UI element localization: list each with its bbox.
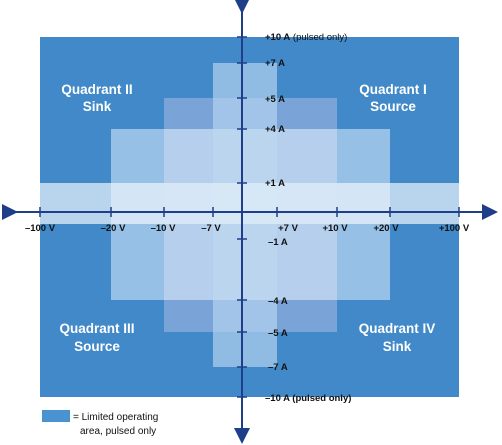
quadrant-ii-mode: Sink — [83, 99, 112, 114]
legend-swatch — [42, 410, 70, 422]
quadrant-iv-label: Quadrant IV Sink — [359, 321, 436, 354]
x-tick-marks — [39, 207, 460, 217]
y-label-pos10-value: +10 A — [265, 32, 290, 43]
region-center-band — [111, 183, 390, 224]
y-label-pos4: +4 A — [265, 124, 285, 135]
x-label-neg100: –100 V — [25, 223, 56, 234]
y-label-neg4: –4 A — [268, 296, 288, 307]
x-label-neg20: –20 V — [101, 223, 126, 234]
y-label-pos1: +1 A — [265, 178, 285, 189]
x-tick-labels: –100 V –20 V –10 V –7 V +7 V +10 V +20 V… — [25, 223, 470, 234]
legend-line-2: area, pulsed only — [80, 426, 156, 437]
y-label-neg7: –7 A — [268, 362, 288, 373]
quadrant-iii-mode: Source — [74, 339, 120, 354]
quadrant-iii-title: Quadrant III — [59, 321, 134, 336]
y-label-neg10: –10 A (pulsed only) — [265, 393, 351, 404]
quadrant-i-title: Quadrant I — [359, 82, 427, 97]
x-label-pos20: +20 V — [373, 223, 399, 234]
legend-line-1: = Limited operating — [73, 412, 158, 423]
y-label-pos10: +10 A (pulsed only) — [265, 32, 347, 43]
quadrant-iii-label: Quadrant III Source — [59, 321, 134, 354]
y-tick-marks — [237, 36, 247, 398]
x-label-neg10: –10 V — [151, 223, 176, 234]
y-label-pos5: +5 A — [265, 94, 285, 105]
y-label-neg5: –5 A — [268, 328, 288, 339]
x-label-neg7: –7 V — [201, 223, 221, 234]
quadrant-ii-title: Quadrant II — [61, 82, 132, 97]
y-label-neg1: –1 A — [268, 237, 288, 248]
legend: = Limited operating area, pulsed only — [42, 410, 158, 437]
x-label-pos100: +100 V — [439, 223, 470, 234]
quadrant-iv-title: Quadrant IV — [359, 321, 436, 336]
y-label-pos7: +7 A — [265, 58, 285, 69]
quadrant-ii-label: Quadrant II Sink — [61, 82, 132, 114]
x-label-pos10: +10 V — [322, 223, 348, 234]
quadrant-i-label: Quadrant I Source — [359, 82, 427, 114]
y-label-pos10-suffix: (pulsed only) — [290, 32, 347, 43]
quadrant-i-mode: Source — [370, 99, 416, 114]
y-tick-labels: +10 A (pulsed only) +7 A +5 A +4 A +1 A … — [265, 32, 351, 404]
x-label-pos7: +7 V — [278, 223, 298, 234]
quadrant-iv-mode: Sink — [383, 339, 412, 354]
